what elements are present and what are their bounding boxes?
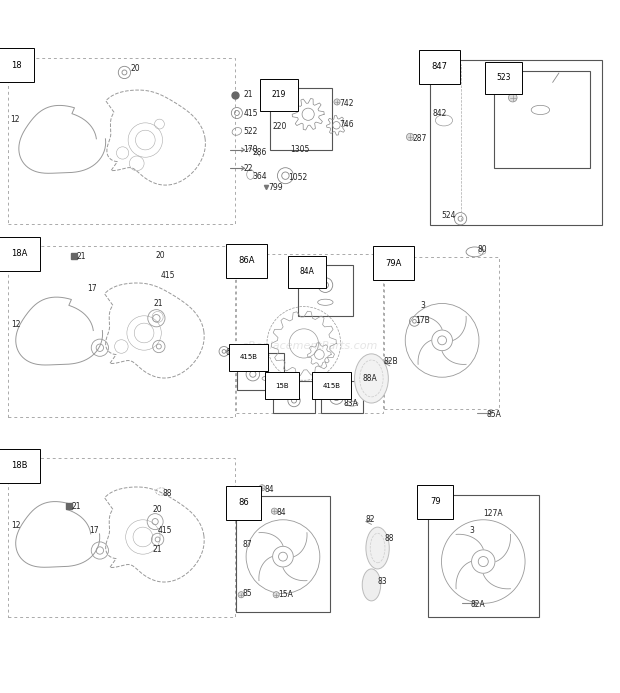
Circle shape (238, 592, 244, 598)
Text: 82A: 82A (471, 600, 485, 609)
Text: 415: 415 (161, 272, 175, 281)
Text: 842: 842 (433, 109, 447, 118)
Text: 1052: 1052 (288, 173, 308, 182)
Text: 524: 524 (441, 211, 456, 220)
Text: 21: 21 (153, 545, 162, 554)
Bar (236, 254, 383, 413)
Text: 83A: 83A (344, 399, 358, 408)
Text: 127A: 127A (483, 509, 503, 518)
Text: 3: 3 (420, 301, 425, 310)
Text: 12: 12 (11, 521, 20, 530)
Bar (270, 89, 332, 150)
Bar (237, 353, 283, 389)
Text: 80: 80 (478, 245, 487, 254)
Text: 20: 20 (153, 505, 162, 514)
Bar (7, 58, 235, 224)
Text: 742: 742 (340, 98, 354, 107)
Text: 18A: 18A (11, 249, 27, 258)
Bar (428, 495, 539, 617)
Text: 15A: 15A (278, 590, 293, 599)
Text: 799: 799 (268, 184, 283, 193)
Text: 87A: 87A (242, 365, 257, 374)
Text: 87: 87 (242, 540, 252, 549)
Text: 522: 522 (244, 127, 258, 136)
Text: 415: 415 (244, 109, 258, 118)
Circle shape (272, 508, 277, 514)
Text: 82: 82 (365, 516, 375, 525)
Text: 22: 22 (244, 164, 253, 173)
Text: 65A: 65A (226, 348, 241, 357)
Text: 12: 12 (11, 320, 20, 329)
Bar (7, 458, 235, 617)
Text: 1305: 1305 (290, 146, 310, 155)
Text: 415: 415 (157, 526, 172, 535)
Circle shape (273, 592, 279, 598)
Text: 219: 219 (272, 90, 286, 99)
Bar (430, 60, 602, 225)
Text: 88A: 88A (362, 374, 377, 383)
Bar (236, 496, 330, 612)
Text: 20: 20 (155, 251, 165, 260)
Bar (273, 381, 315, 413)
Ellipse shape (355, 354, 388, 403)
Text: 82B: 82B (384, 357, 399, 366)
Bar (321, 381, 363, 413)
Text: 12: 12 (10, 114, 20, 123)
Text: 170: 170 (244, 146, 258, 155)
Bar (384, 257, 499, 409)
Text: 286: 286 (253, 148, 267, 157)
Text: 17: 17 (87, 283, 97, 292)
Text: 21: 21 (244, 90, 253, 99)
Text: 88: 88 (162, 489, 172, 498)
Text: 21: 21 (154, 299, 164, 308)
Circle shape (407, 133, 414, 141)
Text: eReplacementParts.com: eReplacementParts.com (242, 342, 378, 351)
Text: 88: 88 (385, 534, 394, 543)
Text: 84A: 84A (299, 267, 314, 277)
Text: 84: 84 (276, 508, 286, 517)
Text: 85: 85 (242, 589, 252, 598)
Ellipse shape (366, 527, 389, 569)
Bar (298, 265, 353, 316)
Ellipse shape (362, 569, 381, 601)
Text: 415B: 415B (323, 383, 341, 389)
Text: 746: 746 (340, 120, 354, 129)
Circle shape (284, 101, 293, 110)
Text: 84: 84 (265, 484, 274, 493)
Text: 847: 847 (432, 62, 448, 71)
Text: 364: 364 (253, 172, 267, 181)
Text: 415B: 415B (239, 355, 257, 360)
Text: 220: 220 (273, 122, 287, 131)
Bar (7, 246, 235, 417)
Text: 18: 18 (11, 61, 22, 70)
Text: 79: 79 (430, 497, 440, 506)
Text: 21: 21 (71, 502, 81, 511)
Text: 79A: 79A (386, 258, 402, 267)
Text: 20: 20 (131, 64, 140, 73)
Text: 3: 3 (470, 526, 475, 535)
Text: 523: 523 (496, 73, 511, 82)
Text: 17: 17 (89, 526, 99, 535)
Bar (494, 71, 590, 168)
Text: 18B: 18B (11, 462, 27, 471)
Text: 17B: 17B (415, 316, 430, 325)
Circle shape (508, 94, 517, 102)
Text: 83: 83 (378, 577, 388, 586)
Text: 287: 287 (413, 134, 427, 143)
Text: 21: 21 (76, 252, 86, 261)
Circle shape (334, 99, 340, 105)
Text: 15B: 15B (275, 383, 288, 389)
Text: 86: 86 (238, 498, 249, 507)
Circle shape (259, 484, 265, 491)
Text: 86A: 86A (238, 256, 255, 265)
Text: 85A: 85A (487, 410, 502, 419)
